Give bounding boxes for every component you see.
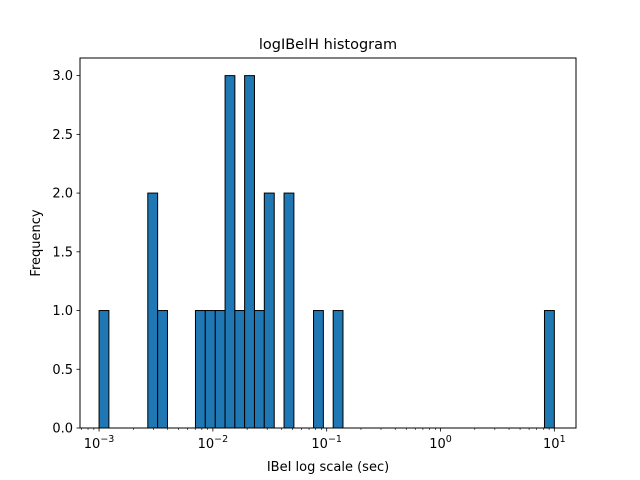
- x-tick-label: 10−1: [311, 434, 342, 452]
- histogram-bar: [147, 192, 159, 429]
- y-ticks-group: 0.0 0.5 1.0 1.5 2.0 2.5 3.0: [52, 69, 80, 437]
- y-tick-label: 0.5: [52, 363, 73, 378]
- x-tick-label: 100: [429, 434, 452, 452]
- y-tick-label: 2.0: [52, 187, 73, 202]
- histogram-bar: [543, 310, 555, 429]
- y-axis-label: Frequency: [29, 209, 44, 276]
- y-tick-label: 3.0: [52, 69, 73, 84]
- histogram-bar: [234, 310, 246, 429]
- histogram-bar: [214, 310, 226, 429]
- y-tick-label: 1.0: [52, 304, 73, 319]
- histogram-bar: [98, 310, 110, 429]
- histogram-bar: [313, 310, 324, 429]
- histogram-bar: [253, 310, 265, 429]
- y-tick-label: 0.0: [52, 422, 73, 437]
- x-axis-label: IBeI log scale (sec): [267, 460, 389, 475]
- histogram-bar: [283, 192, 295, 429]
- histogram-bar: [263, 192, 275, 429]
- histogram-bar: [194, 310, 206, 429]
- histogram-bar: [332, 310, 344, 429]
- x-tick-label: 10−3: [84, 434, 115, 452]
- histogram-bar: [224, 75, 236, 429]
- histogram-bar: [157, 310, 168, 429]
- plot-frame: [79, 57, 577, 429]
- x-ticks-group: 10−3 10−2 10−1 100 101: [84, 428, 566, 452]
- y-tick-label: 2.5: [52, 128, 73, 143]
- histogram-bar: [244, 75, 255, 429]
- x-tick-label: 10−2: [198, 434, 229, 452]
- chart-title: logIBelH histogram: [259, 37, 397, 53]
- histogram-bar: [204, 310, 216, 429]
- x-tick-label: 101: [543, 434, 566, 452]
- y-tick-label: 1.5: [52, 245, 73, 260]
